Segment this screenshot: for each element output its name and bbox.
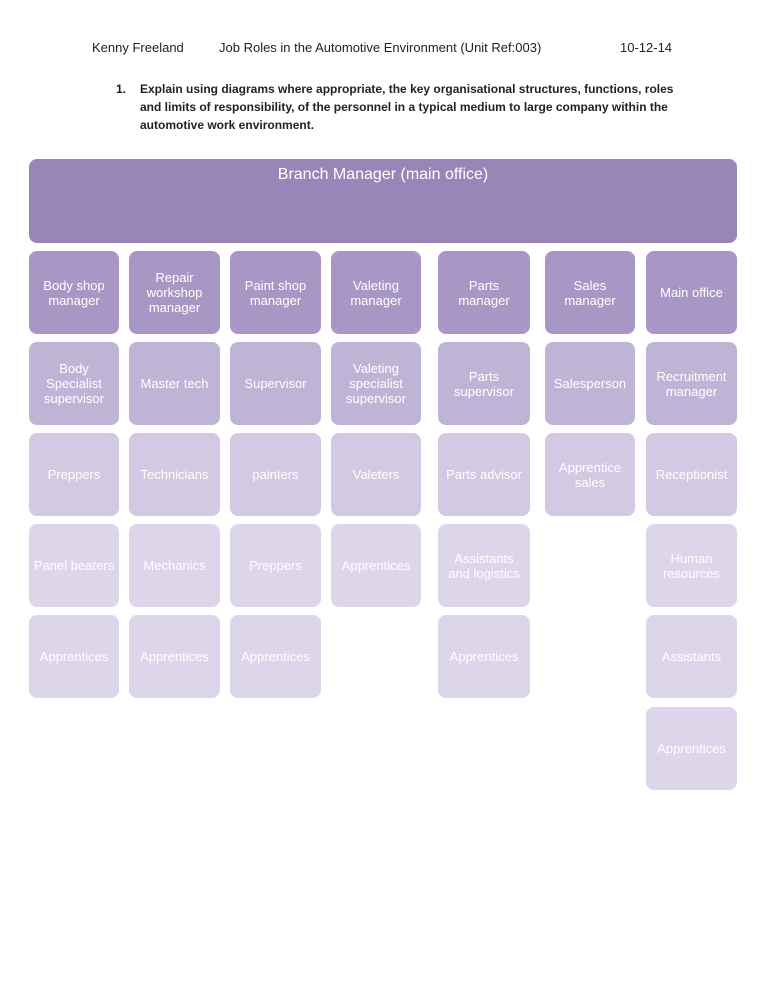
org-box-paint-shop-manager: Paint shop manager (230, 251, 321, 334)
org-box-apprentices: Apprentices (29, 615, 119, 698)
org-box-sales-manager: Sales manager (545, 251, 635, 334)
header-author: Kenny Freeland (92, 40, 184, 55)
org-box-assistants: Assistants (646, 615, 737, 698)
org-box-apprentices: Apprentices (331, 524, 421, 607)
org-box-preppers: Preppers (29, 433, 119, 516)
org-box-apprentice-sales: Apprentice sales (545, 433, 635, 516)
header-title: Job Roles in the Automotive Environment … (219, 40, 542, 55)
org-box-valeting-manager: Valeting manager (331, 251, 421, 334)
org-box-preppers: Preppers (230, 524, 321, 607)
org-box-salesperson: Salesperson (545, 342, 635, 425)
org-box-parts-manager: Parts manager (438, 251, 530, 334)
org-box-valeting-specialist-supervisor: Valeting specialist supervisor (331, 342, 421, 425)
question-text: Explain using diagrams where appropriate… (140, 82, 674, 132)
org-box-mechanics: Mechanics (129, 524, 220, 607)
org-box-apprentices: Apprentices (230, 615, 321, 698)
org-box-assistants-and-logistics: Assistants and logistics (438, 524, 530, 607)
org-box-valeters: Valeters (331, 433, 421, 516)
question-number: 1. (116, 82, 127, 96)
header-date: 10-12-14 (620, 40, 673, 55)
org-box-technicians: Technicians (129, 433, 220, 516)
org-box-apprentices: Apprentices (438, 615, 530, 698)
org-box-painters: painters (230, 433, 321, 516)
org-box-receptionist: Receptionist (646, 433, 737, 516)
org-box-body-specialist-supervisor: Body Specialist supervisor (29, 342, 119, 425)
org-box-main-office: Main office (646, 251, 737, 334)
org-box-recruitment-manager: Recruitment manager (646, 342, 737, 425)
org-box-body-shop-manager: Body shop manager (29, 251, 119, 334)
org-box-human-resources: Human resources (646, 524, 737, 607)
org-box-panel-beaters: Panel beaters (29, 524, 119, 607)
org-box-branch-manager: Branch Manager (main office) (29, 159, 737, 243)
org-box-master-tech: Master tech (129, 342, 220, 425)
org-box-supervisor: Supervisor (230, 342, 321, 425)
org-box-apprentices: Apprentices (129, 615, 220, 698)
org-box-apprentices: Apprentices (646, 707, 737, 790)
org-box-parts-supervisor: Parts supervisor (438, 342, 530, 425)
org-box-parts-advisor: Parts advisor (438, 433, 530, 516)
org-box-repair-workshop-manager: Repair workshop manager (129, 251, 220, 334)
